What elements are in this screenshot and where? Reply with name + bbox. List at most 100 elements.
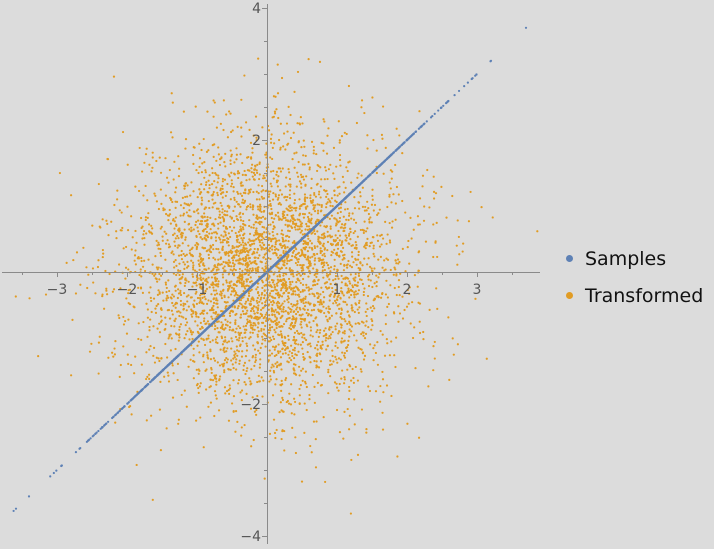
- transformed-point: [236, 190, 239, 194]
- transformed-point: [299, 290, 302, 294]
- transformed-point: [228, 281, 231, 284]
- transformed-point: [239, 192, 242, 195]
- transformed-point: [254, 164, 257, 167]
- transformed-point: [181, 232, 184, 235]
- transformed-point: [281, 284, 285, 287]
- transformed-point: [432, 369, 435, 372]
- transformed-point: [268, 326, 272, 330]
- transformed-point: [286, 347, 289, 350]
- transformed-point: [409, 216, 412, 219]
- transformed-point: [340, 290, 344, 293]
- transformed-point: [379, 296, 383, 299]
- transformed-point: [207, 337, 210, 340]
- transformed-point: [227, 232, 230, 235]
- transformed-point: [239, 316, 242, 319]
- transformed-point: [289, 185, 292, 188]
- transformed-point: [307, 58, 310, 61]
- transformed-point: [254, 315, 257, 318]
- transformed-point: [101, 293, 104, 296]
- transformed-point: [279, 189, 282, 192]
- transformed-point: [234, 231, 237, 235]
- transformed-point: [295, 353, 298, 357]
- transformed-point: [313, 279, 316, 282]
- transformed-point: [293, 400, 297, 404]
- transformed-point: [367, 206, 370, 210]
- transformed-point: [256, 205, 259, 208]
- transformed-point: [329, 333, 333, 336]
- sample-point: [107, 420, 110, 423]
- transformed-point: [205, 287, 209, 290]
- transformed-point: [234, 268, 237, 272]
- transformed-point: [351, 212, 354, 215]
- transformed-point: [177, 418, 180, 421]
- transformed-point: [334, 328, 337, 331]
- transformed-point: [268, 323, 271, 326]
- transformed-point: [287, 105, 290, 108]
- transformed-point: [394, 268, 397, 271]
- transformed-point: [250, 316, 253, 319]
- transformed-point: [379, 400, 382, 403]
- transformed-point: [244, 287, 247, 290]
- transformed-point: [202, 320, 206, 323]
- transformed-point: [283, 196, 286, 199]
- transformed-point: [256, 282, 260, 285]
- transformed-point: [289, 323, 293, 326]
- transformed-point: [357, 253, 360, 257]
- transformed-point: [101, 255, 104, 259]
- transformed-point: [397, 305, 400, 308]
- transformed-point: [253, 410, 256, 413]
- transformed-point: [369, 306, 372, 309]
- transformed-point: [303, 289, 306, 292]
- transformed-point: [233, 294, 236, 297]
- transformed-point: [319, 328, 322, 332]
- transformed-point: [170, 297, 173, 300]
- transformed-point: [243, 361, 247, 364]
- transformed-point: [204, 183, 208, 186]
- transformed-point: [247, 294, 251, 297]
- sample-point: [89, 437, 92, 440]
- transformed-point: [241, 310, 245, 313]
- transformed-point: [219, 238, 222, 241]
- transformed-point: [310, 222, 313, 225]
- transformed-point: [198, 142, 201, 145]
- transformed-point: [166, 356, 169, 359]
- transformed-point: [273, 110, 277, 113]
- transformed-point: [323, 178, 326, 181]
- transformed-point: [256, 301, 259, 305]
- transformed-point: [357, 346, 360, 349]
- transformed-point: [295, 308, 298, 311]
- transformed-point: [210, 232, 214, 235]
- transformed-point: [190, 313, 193, 316]
- transformed-point: [297, 160, 300, 164]
- transformed-point: [238, 261, 241, 265]
- transformed-point: [310, 177, 313, 180]
- transformed-point: [205, 238, 208, 241]
- transformed-point: [212, 286, 215, 289]
- transformed-point: [202, 228, 206, 231]
- transformed-point: [390, 394, 393, 398]
- transformed-point: [307, 255, 310, 258]
- transformed-point: [469, 190, 472, 194]
- transformed-point: [331, 243, 334, 246]
- transformed-point: [318, 190, 321, 193]
- transformed-point: [233, 306, 236, 309]
- transformed-point: [293, 240, 296, 243]
- transformed-point: [252, 438, 255, 442]
- transformed-point: [70, 374, 73, 377]
- transformed-point: [126, 163, 129, 166]
- transformed-point: [94, 292, 97, 295]
- transformed-point: [224, 233, 227, 236]
- transformed-point: [330, 197, 333, 200]
- transformed-point: [340, 241, 344, 244]
- transformed-point: [158, 156, 161, 159]
- transformed-point: [196, 195, 199, 199]
- transformed-point: [452, 353, 455, 356]
- transformed-point: [373, 344, 376, 347]
- transformed-point: [274, 95, 277, 98]
- transformed-point: [341, 369, 344, 372]
- transformed-point: [230, 217, 233, 220]
- transformed-point: [309, 361, 312, 364]
- transformed-point: [223, 265, 226, 268]
- transformed-point: [316, 282, 319, 286]
- transformed-point: [301, 341, 304, 344]
